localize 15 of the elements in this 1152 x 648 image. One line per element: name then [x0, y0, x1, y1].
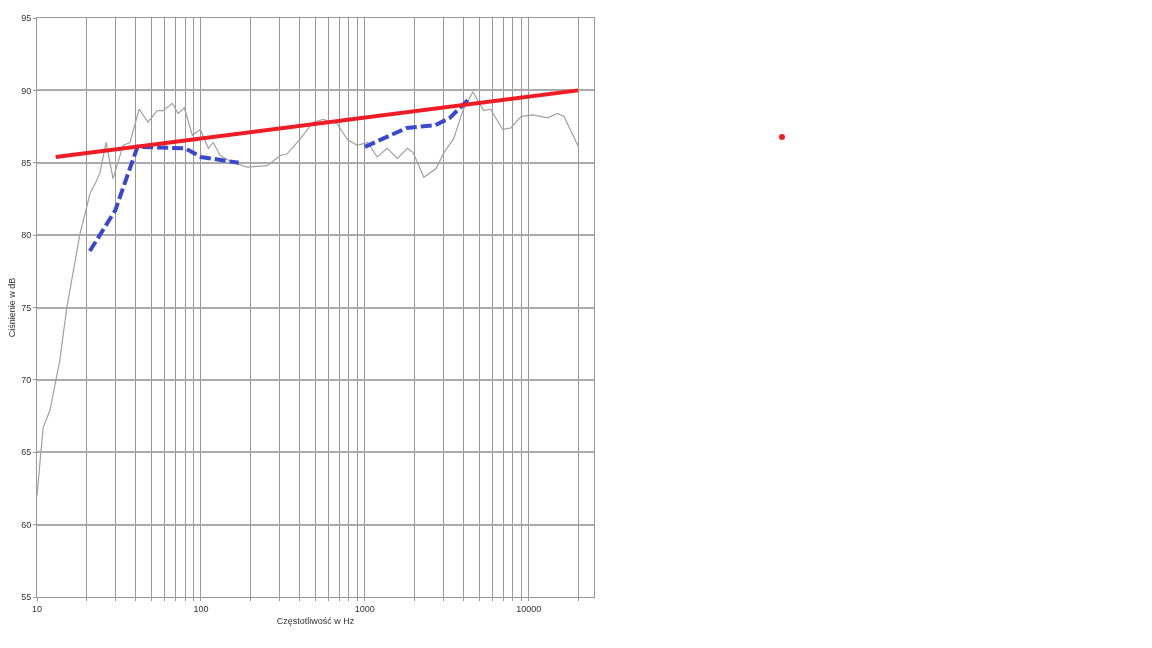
y-tick-label: 60: [21, 519, 32, 530]
x-tick-label: 10: [31, 603, 43, 614]
y-axis-title: Ciśnienie w dB: [6, 277, 17, 338]
y-tick-label: 80: [21, 230, 32, 241]
y-tick-label: 70: [21, 375, 32, 386]
y-tick-label: 90: [21, 85, 32, 96]
y-tick-label: 85: [21, 157, 32, 168]
y-tick-label: 55: [21, 592, 32, 603]
x-tick-label: 10000: [516, 603, 542, 614]
x-tick-label: 1000: [354, 603, 375, 614]
x-axis-title: Częstotliwość w Hz: [276, 615, 355, 626]
y-tick-label: 95: [21, 13, 32, 24]
y-tick-label: 65: [21, 447, 32, 458]
y-tick-label: 75: [21, 302, 32, 313]
x-tick-label: 100: [193, 603, 209, 614]
